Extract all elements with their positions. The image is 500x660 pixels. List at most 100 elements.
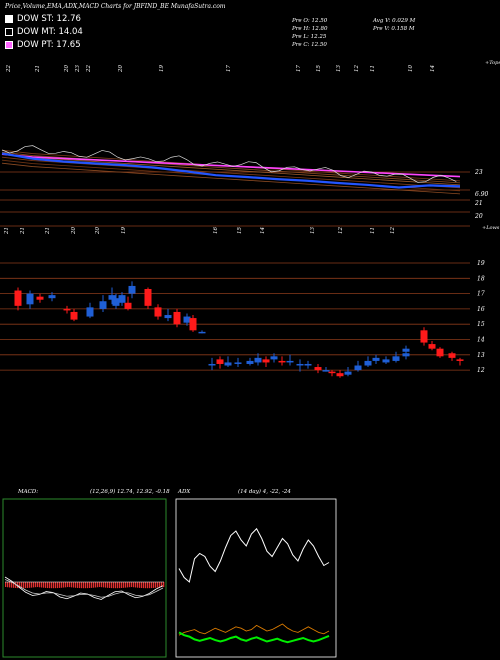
candle-body [198, 331, 206, 334]
candle-body [456, 359, 464, 361]
candle-body [314, 367, 322, 371]
macd-histogram-bar [111, 582, 113, 589]
legend-swatch-st-icon [5, 14, 13, 23]
candle-body [286, 360, 294, 363]
mid-date-label: 21 [20, 227, 26, 235]
price-axis-label: 18 [477, 275, 485, 282]
candle-body [354, 365, 362, 371]
ema-ribbon-line [1, 162, 461, 195]
macd-histogram-bar [23, 582, 25, 589]
price-axis-label: 19 [477, 260, 485, 267]
candle-body [112, 298, 120, 306]
candle-body [183, 316, 191, 323]
adx-values: (14 day) 4, -22, -24 [238, 489, 291, 495]
candle-body [234, 362, 242, 364]
mid-date-label: 21 [4, 227, 10, 235]
legend-swatch-pt-icon [5, 40, 13, 49]
macd-panel-frame [2, 498, 167, 658]
candle-body [48, 295, 56, 299]
macd-panel-title: MACD: [18, 489, 38, 495]
mid-date-label: 12 [338, 227, 344, 234]
candle-body [63, 308, 71, 311]
candle-body [336, 373, 344, 377]
macd-histogram-bar [119, 582, 121, 589]
candle-body [144, 289, 152, 306]
macd-histogram-bar [117, 582, 119, 589]
macd-histogram-bar [101, 582, 103, 588]
ema-axis-label: 21 [474, 200, 483, 207]
ohlc-close: Pre C: 12.50 [292, 42, 327, 48]
macd-histogram-bar [71, 582, 73, 588]
macd-histogram-bar [161, 582, 163, 588]
macd-histogram-bar [127, 582, 129, 588]
ohlc-avg-volume: Avg V: 0.029 M [373, 18, 416, 24]
price-axis-label: 17 [477, 291, 485, 298]
macd-histogram-bar [77, 582, 79, 588]
macd-histogram-bar [49, 582, 51, 589]
candle-body [254, 357, 262, 363]
macd-histogram-bar [33, 582, 35, 588]
top-date-label: 21 [35, 65, 41, 73]
macd-histogram-bar [67, 582, 69, 588]
macd-histogram-bar [21, 582, 23, 589]
macd-histogram-bar [59, 582, 61, 588]
candle-body [99, 301, 107, 309]
macd-histogram-bar [15, 582, 17, 589]
macd-histogram-bar [87, 582, 89, 589]
ohlc-prev-volume: Pre V: 0.158 M [373, 26, 415, 32]
mid-date-label: 21 [45, 227, 51, 235]
macd-histogram-bar [11, 582, 13, 588]
macd-histogram-bar [137, 582, 139, 588]
candle-body [402, 348, 410, 352]
ohlc-open: Pre O: 12.50 [292, 18, 328, 24]
tops-label: +Tops [485, 60, 500, 66]
macd-histogram-bar [13, 582, 15, 588]
macd-signal-line [4, 579, 164, 598]
macd-histogram-bar [141, 582, 143, 589]
macd-histogram-bar [135, 582, 137, 588]
candle-body [296, 363, 304, 366]
macd-histogram-bar [83, 582, 85, 589]
candle-body [164, 315, 172, 319]
macd-histogram-bar [147, 582, 149, 589]
macd-histogram-bar [27, 582, 29, 588]
macd-histogram-bar [145, 582, 147, 589]
adx-panel-title: ADX [178, 489, 190, 495]
macd-histogram-bar [89, 582, 91, 589]
macd-histogram-bar [31, 582, 33, 588]
macd-histogram-bar [9, 582, 11, 588]
candle-body [189, 318, 197, 331]
macd-histogram-bar [123, 582, 125, 588]
candle-body [448, 353, 456, 358]
macd-histogram-bar [19, 582, 21, 589]
candle-body [118, 295, 126, 303]
top-date-label: 12 [354, 65, 360, 72]
candle-body [173, 311, 181, 325]
macd-histogram-bar [55, 582, 57, 589]
candle-body [428, 344, 436, 349]
macd-histogram-bar [121, 582, 123, 588]
top-date-label: 23 [75, 65, 81, 73]
mid-date-label: 14 [260, 227, 266, 234]
candle-body [154, 307, 162, 317]
macd-histogram-bar [69, 582, 71, 588]
candle-body [262, 359, 270, 363]
top-date-label: 20 [64, 65, 70, 73]
ema-ribbon-line [1, 151, 461, 184]
macd-histogram-bar [139, 582, 141, 588]
macd-histogram-bar [79, 582, 81, 589]
macd-histogram-bar [7, 582, 9, 588]
macd-histogram-bar [91, 582, 93, 588]
candle-body [224, 362, 232, 366]
plus-di-line [178, 623, 330, 636]
macd-histogram-bar [51, 582, 53, 589]
lows-label: +Lows [482, 225, 500, 231]
candle-body [124, 302, 132, 309]
candle-body [86, 307, 94, 317]
candle-body [402, 353, 410, 357]
legend-dow-st: DOW ST: 12.76 [5, 13, 81, 24]
macd-histogram-bar [37, 582, 39, 588]
candle-body [26, 293, 34, 305]
candle-body [14, 290, 22, 306]
mid-date-label: 20 [95, 227, 101, 235]
